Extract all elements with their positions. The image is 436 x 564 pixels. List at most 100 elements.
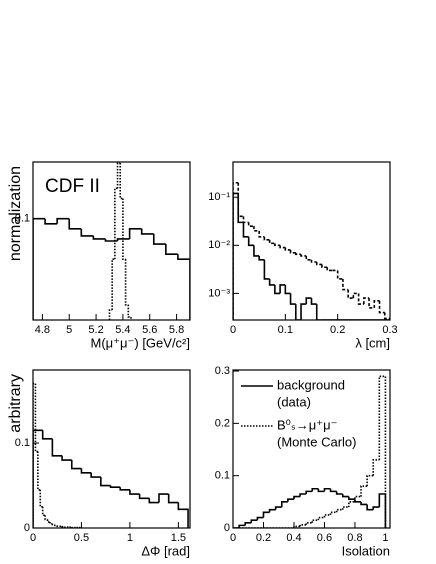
x-tick-label: 0 (30, 532, 36, 544)
histogram-bin (258, 255, 265, 261)
histogram-bin (274, 284, 281, 295)
histogram-bin (268, 278, 275, 286)
x-tick-label: 5.2 (88, 324, 103, 336)
histogram-bin (323, 487, 331, 492)
histogram-bin (244, 521, 252, 526)
histogram-bin (262, 511, 270, 518)
histogram-bin (41, 430, 53, 440)
histogram-bin (247, 236, 254, 247)
histogram-bin (300, 254, 307, 257)
histogram-bin (317, 488, 325, 493)
histogram-bin (378, 375, 387, 528)
histogram-bin (263, 259, 270, 280)
histogram-bin (100, 477, 111, 487)
histogram-bin (305, 521, 313, 525)
histogram-bin (46, 519, 50, 523)
histogram-bin (287, 498, 294, 502)
histogram-bin (233, 192, 239, 320)
histogram-bin (311, 519, 319, 523)
histogram-bin (357, 293, 364, 305)
histogram-bin (119, 487, 130, 491)
histogram-bin (129, 489, 140, 495)
histogram-bin (295, 252, 302, 256)
histogram-bin (310, 259, 317, 263)
plot-frame (32, 369, 191, 529)
histogram-bin (354, 499, 362, 503)
histogram-bin (341, 506, 349, 510)
histogram-bin (165, 244, 178, 255)
histogram-bin (341, 493, 349, 498)
y-tick-label: 10⁻³ (208, 287, 230, 299)
x-axis-label: ΔΦ [rad] (141, 543, 190, 558)
histogram-bin (49, 522, 53, 525)
histogram-bin (116, 162, 121, 189)
legend-note: (data) (277, 394, 311, 409)
histogram-bin (258, 230, 265, 238)
histogram-bin (90, 472, 101, 478)
chart-title: CDF II (45, 176, 100, 197)
histogram-bin (109, 485, 121, 489)
histogram-bin (33, 429, 43, 528)
histogram-bin (366, 474, 374, 487)
histogram-bin (108, 309, 113, 320)
histogram-bin (299, 493, 307, 497)
y-axis-label: arbitrary (7, 374, 24, 433)
histogram-bin (363, 297, 370, 305)
x-tick-label: 5 (66, 324, 72, 336)
histogram-bin (127, 304, 132, 320)
histogram-bin (233, 181, 239, 320)
histogram-bin (122, 198, 126, 261)
histogram-bin (80, 468, 92, 474)
histogram-bin (383, 312, 390, 320)
histogram-bin (347, 289, 354, 299)
x-axis-label: λ [cm] (355, 335, 390, 350)
histogram-bin (268, 239, 275, 245)
histogram-bin (51, 523, 55, 526)
histogram-bin (317, 516, 325, 521)
histogram-bin (268, 508, 276, 513)
x-tick-label: 0.6 (317, 532, 332, 544)
histogram-bin (329, 488, 337, 493)
histogram-bin (280, 501, 288, 508)
histogram-bin (238, 524, 246, 528)
histogram-bin (315, 261, 322, 266)
histogram-bin (152, 233, 166, 245)
histogram-bin (44, 515, 48, 521)
histogram-bin (299, 524, 307, 527)
histogram-bin (80, 228, 94, 237)
histogram-bin (44, 218, 58, 225)
histogram-bin (305, 490, 313, 494)
x-tick-label: 0.4 (286, 532, 301, 544)
histogram-bin (253, 245, 260, 257)
histogram-bin (321, 264, 328, 269)
y-tick-label: 0 (224, 522, 230, 534)
histogram-bin (177, 502, 189, 528)
histogram-bin (274, 506, 282, 510)
histogram-bin (167, 494, 179, 504)
x-tick-label: 0.2 (256, 532, 271, 544)
x-tick-label: 1.5 (171, 532, 186, 544)
histogram-bin (111, 258, 115, 310)
histogram-bin (274, 243, 281, 247)
y-tick-label: 0.2 (215, 417, 230, 429)
histogram-bin (104, 238, 118, 242)
histogram-bin (140, 228, 154, 235)
x-axis-label: M(μ⁺μ⁻) [GeV/c²] (91, 335, 190, 350)
x-tick-label: 0.3 (382, 324, 397, 336)
x-tick-label: 4.8 (35, 324, 50, 336)
plot-frame (232, 369, 391, 529)
histogram-bin (39, 489, 43, 508)
histogram-bin (237, 182, 244, 218)
histogram-bin (177, 254, 190, 320)
x-axis-label: Isolation (342, 543, 390, 558)
x-tick-label: 5.8 (169, 324, 184, 336)
histogram-bin (335, 508, 343, 513)
x-tick-label: 0.8 (347, 532, 362, 544)
histogram-bin (305, 255, 312, 261)
histogram-bin (68, 218, 82, 230)
histogram-bin (289, 293, 296, 305)
histogram-bin (70, 460, 82, 470)
histogram-bin (256, 516, 264, 521)
x-tick-label: 0 (230, 324, 236, 336)
histogram-bin (242, 222, 249, 238)
